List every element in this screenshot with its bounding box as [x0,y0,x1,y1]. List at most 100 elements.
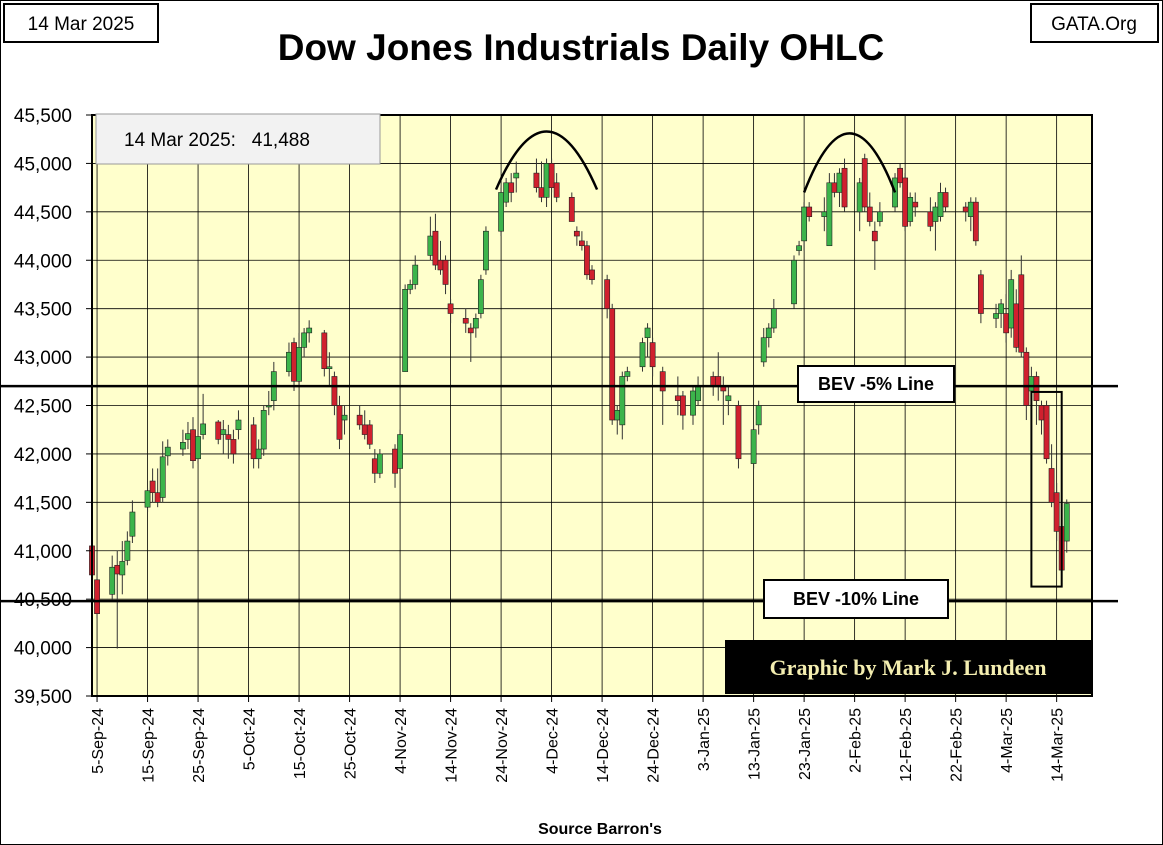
candle-up [619,371,626,440]
candle-down [356,405,363,430]
candle-down [659,366,666,425]
candle-up [801,202,808,251]
candle-down [442,255,449,295]
candle-body [200,423,207,435]
candle-body [503,182,510,203]
candle-body [427,235,434,256]
candle-down [366,420,373,450]
candle-body [119,561,126,576]
candle-body [402,288,409,372]
candle-body [220,429,227,435]
candle-up [725,386,732,416]
candle-body [462,318,469,324]
candle-body [109,566,116,595]
candle-body [1008,279,1015,329]
candle-body [149,480,156,493]
candle-up [483,226,489,275]
candle-body [114,564,121,575]
x-tick-label: 22-Feb-25 [949,708,966,782]
candle-body [614,410,621,421]
candle-body [735,405,742,460]
candle-body [750,429,757,464]
x-tick-label: 3-Jan-25 [696,708,713,771]
candle-up [326,352,333,387]
candle-up [876,202,883,227]
candle-down [553,173,560,203]
candle-body [336,405,343,440]
candle-body [674,395,681,401]
candle-down [897,163,903,188]
candle-up [624,366,631,382]
candle-body [568,197,575,222]
x-tick-label: 15-Oct-24 [292,708,309,779]
candle-down [841,158,848,212]
candle-body [695,385,701,401]
x-tick-label: 4-Nov-24 [393,708,410,774]
candle-body [477,279,484,314]
candle-body [321,332,328,370]
candle-body [341,414,348,421]
reference-line-label: BEV -5% Line [818,374,934,394]
x-tick-label: 5-Oct-24 [242,708,259,770]
candle-body [715,376,722,387]
y-tick-label: 42,500 [14,397,72,418]
candle-body [927,211,934,227]
candle-up [200,393,207,440]
x-axis: 5-Sep-24 15-Sep-24 25-Sep-24 5-Oct-24 15-Oct… [90,696,1067,783]
candle-body [725,395,732,401]
candle-body [1063,503,1070,542]
credit-box: Graphic by Mark J. Lundeen [725,640,1091,694]
y-tick-label: 39,500 [14,687,72,708]
candle-body [291,342,297,382]
source-label: Source Barron's [538,821,662,838]
candle-up [639,337,646,372]
site-label: GATA.Org [1051,14,1137,35]
candle-down [1053,482,1060,542]
candle-body [806,206,813,217]
candle-down [972,197,979,246]
candle-up [472,313,479,338]
candle-body [1003,313,1010,334]
candle-body [578,240,585,247]
candle-down [806,202,813,222]
x-tick-label: 24-Nov-24 [494,708,511,783]
candle-up [124,531,131,566]
candle-body [1018,274,1025,353]
x-tick-label: 25-Sep-24 [191,708,208,783]
candle-down [866,192,873,227]
x-tick-label: 4-Mar-25 [999,708,1016,773]
candle-down [861,153,868,212]
candle-body [609,308,616,421]
candle-down [548,158,555,193]
candle-body [826,182,833,247]
candle-down [432,213,439,270]
candle-up [265,390,272,416]
candle-body [841,167,848,208]
candle-down [533,158,540,193]
candle-down [149,468,156,503]
candle-up [907,192,914,227]
x-tick-label: 5-Sep-24 [90,708,107,774]
candle-body [801,206,808,242]
x-tick-label: 14-Nov-24 [444,708,461,783]
candle-body [513,172,520,179]
candle-body [659,371,666,392]
info-box-text: 14 Mar 2025: 41,488 [124,130,310,151]
reference-line-label-box [763,579,949,619]
candle-up [296,332,302,387]
y-tick-label: 45,000 [14,154,72,175]
candle-body [907,197,914,222]
candle-body [680,395,686,416]
candle-up [993,303,999,329]
candle-down [321,329,328,377]
candle-body [821,211,828,217]
candle-down [680,390,686,430]
candle-body [1023,351,1030,406]
y-axis: 39,500 40,000 40,500 41,000 41,500 42,000 42,5… [14,106,92,708]
candle-down [447,298,454,324]
candle-down [568,192,575,222]
candle-body [144,490,151,508]
reference-line: BEV -5% Line [0,365,1118,403]
candle-body [584,245,590,276]
candle-body [993,313,999,319]
